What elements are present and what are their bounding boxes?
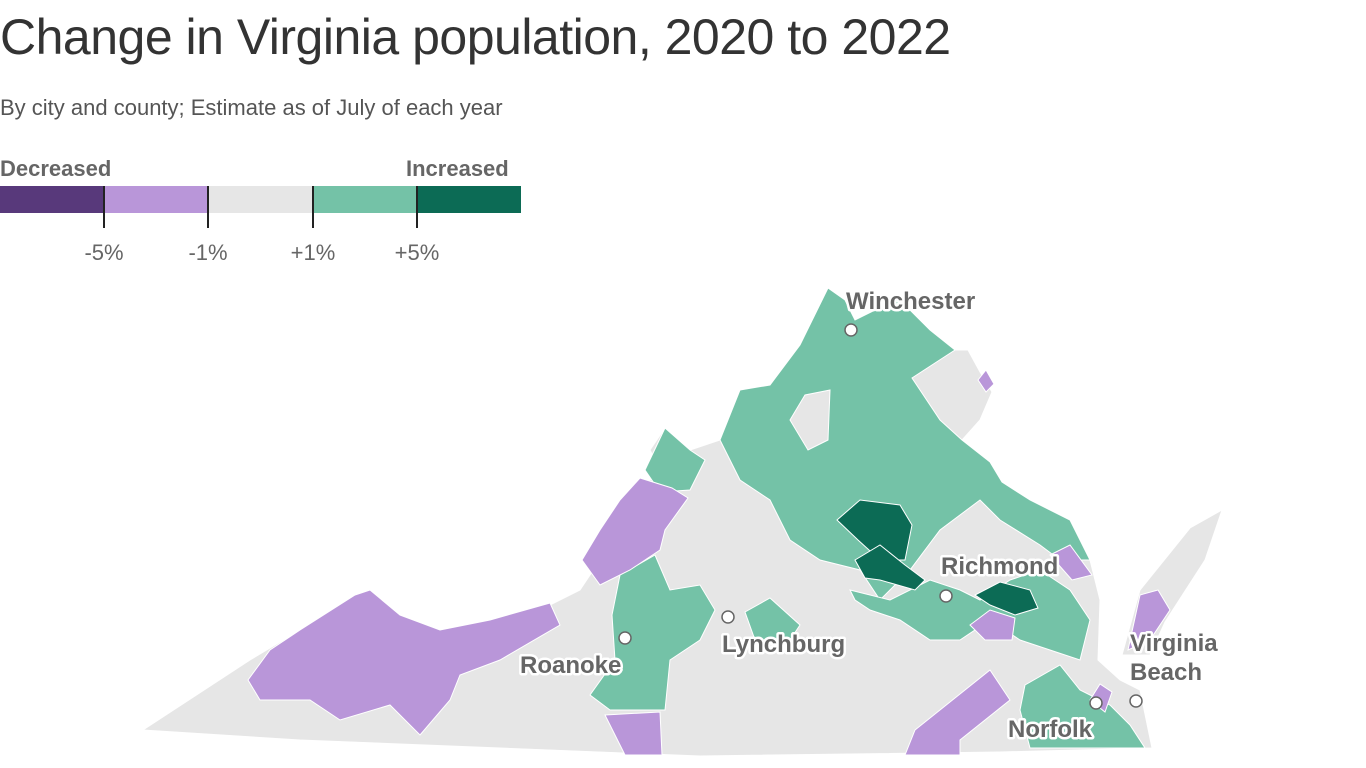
city-label-roanoke: Roanoke: [520, 652, 621, 679]
region-decrease-henry: [604, 711, 663, 756]
region-decrease-highlands: [581, 477, 689, 586]
region-decrease-alexandria: [977, 369, 995, 393]
city-label-norfolk: Norfolk: [1008, 716, 1093, 743]
legend-decreased-label: Decreased: [0, 156, 112, 181]
legend-tick: [207, 186, 209, 228]
region-decrease-petersburg: [969, 609, 1016, 641]
region-increase-lynchburg: [744, 597, 801, 641]
legend-tick: [416, 186, 418, 228]
city-label-winchester: Winchester: [846, 288, 975, 315]
legend-increased-label: Increased: [406, 156, 509, 181]
region-strong-increase-louisa: [836, 499, 913, 561]
region-decrease-southwest: [247, 589, 561, 736]
city-label-lynchburg: Lynchburg: [722, 631, 845, 658]
region-stable-north: [789, 389, 831, 451]
legend-tick: [312, 186, 314, 228]
legend-bin-decrease: [104, 186, 208, 213]
city-marker-virginia-beach: [1129, 694, 1143, 708]
legend-tick-label: -5%: [84, 240, 124, 265]
region-strong-increase-newkent: [974, 581, 1039, 616]
page-title: Change in Virginia population, 2020 to 2…: [0, 9, 951, 65]
legend-tick-label: +1%: [290, 240, 336, 265]
legend-bin-strong-increase: [417, 186, 521, 213]
region-strong-increase-goochland: [854, 544, 926, 591]
city-label-virginia-beach-line1: Virginia: [1130, 630, 1218, 657]
legend-bin-strong-decrease: [0, 186, 104, 213]
city-marker-lynchburg: [721, 610, 735, 624]
legend-tick: [103, 186, 105, 228]
region-increase-norfolk: [1019, 664, 1146, 749]
legend-bin-increase: [313, 186, 417, 213]
city-label-richmond: Richmond: [941, 553, 1058, 580]
subtitle: By city and county; Estimate as of July …: [0, 95, 503, 120]
city-marker-winchester: [844, 323, 858, 337]
region-decrease-northernneck: [1049, 544, 1093, 581]
city-marker-roanoke: [618, 631, 632, 645]
region-decrease-easternshore: [1127, 589, 1171, 651]
region-increase-southwest-central: [589, 554, 716, 711]
city-label-virginia-beach-line2: Beach: [1130, 659, 1202, 686]
region-decrease-southside: [904, 669, 1011, 756]
legend-tick-label: +5%: [394, 240, 440, 265]
legend-tick-label: -1%: [188, 240, 228, 265]
city-marker-norfolk: [1089, 696, 1103, 710]
legend-bin-stable: [208, 186, 313, 213]
city-marker-richmond: [939, 589, 953, 603]
